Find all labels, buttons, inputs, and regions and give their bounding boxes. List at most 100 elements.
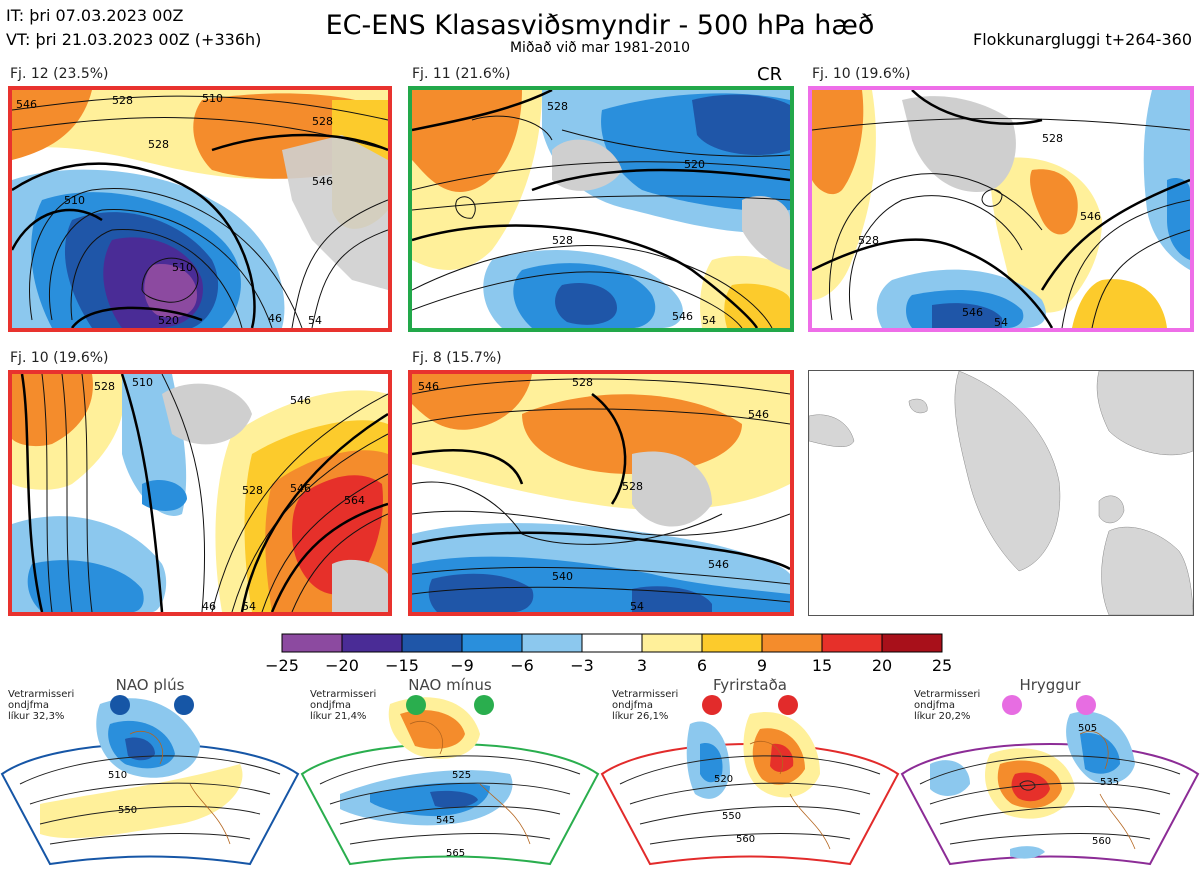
regime-marker <box>702 695 722 715</box>
regime-info: Vetrarmisseri ondjfma líkur 21,4% <box>310 689 377 722</box>
contour-label: 528 <box>1042 132 1063 145</box>
contour-label: 46 <box>268 312 282 325</box>
contour-label: 528 <box>572 376 593 389</box>
contour-label: 546 <box>418 380 439 393</box>
cluster-map-4: 528 510 528 546 564 546 54 46 <box>8 370 392 616</box>
regime-contour-label: 535 <box>1100 777 1119 788</box>
contour-label: 510 <box>64 194 85 207</box>
contour-label: 546 <box>290 482 311 495</box>
colorbar-cell <box>641 633 703 653</box>
cluster-map-5: 546 528 546 528 546 540 54 <box>408 370 794 616</box>
regime-marker <box>474 695 494 715</box>
colorbar-cell <box>461 633 523 653</box>
colorbar-tick-label: −25 <box>265 656 299 675</box>
regime-marker <box>174 695 194 715</box>
panel-label-4: Fj. 10 (19.6%) <box>10 350 109 366</box>
regime-contour-label: 560 <box>736 834 755 845</box>
contour-label: 528 <box>94 380 115 393</box>
contour-label: 564 <box>344 494 365 507</box>
regime-title: NAO plús <box>115 676 185 694</box>
regime-contour-label: 545 <box>436 815 455 826</box>
contour-label: 546 <box>290 394 311 407</box>
contour-label: 546 <box>16 98 37 111</box>
contour-label: 54 <box>308 314 322 327</box>
contour-label: 510 <box>132 376 153 389</box>
colorbar-tick-label: 15 <box>811 656 833 675</box>
contour-label: 528 <box>312 115 333 128</box>
colorbar-tick-label: 3 <box>636 656 648 675</box>
chart-title: EC-ENS Klasasviðsmyndir - 500 hPa hæð <box>325 10 875 41</box>
contour-label: 520 <box>684 158 705 171</box>
regime-blocking: 520 550 560 <box>600 674 900 871</box>
regime-contour-label: 560 <box>1092 836 1111 847</box>
contour-label: 510 <box>172 261 193 274</box>
regime-ridge: 505 535 560 <box>900 674 1200 871</box>
contour-label: 520 <box>158 314 179 327</box>
colorbar-tick-label: 9 <box>756 656 768 675</box>
colorbar-cell <box>761 633 823 653</box>
regime-marker <box>1076 695 1096 715</box>
regime-contour-label: 550 <box>722 811 741 822</box>
contour-label: 546 <box>962 306 983 319</box>
regime-marker <box>778 695 798 715</box>
colorbar <box>281 633 943 653</box>
regime-nao-minus: 525 545 565 <box>300 674 600 871</box>
colorbar-cell <box>881 633 943 653</box>
contour-label: 54 <box>994 316 1008 328</box>
cr-tag: CR <box>757 64 783 85</box>
valid-time: VT: þri 21.03.2023 00Z (+336h) <box>6 30 262 49</box>
contour-label: 546 <box>708 558 729 571</box>
colorbar-cell <box>521 633 583 653</box>
cluster-map-1: 546 528 510 528 546 510 510 528 520 46 5… <box>8 86 392 332</box>
colorbar-cell <box>701 633 763 653</box>
regime-title: Fyrirstaða <box>713 676 787 694</box>
colorbar-cell <box>401 633 463 653</box>
colorbar-tick-label: 20 <box>871 656 893 675</box>
colorbar-tick-label: 25 <box>931 656 953 675</box>
contour-label: 546 <box>312 175 333 188</box>
regime-marker <box>1002 695 1022 715</box>
panel-label-3: Fj. 10 (19.6%) <box>812 66 911 82</box>
regime-marker <box>110 695 130 715</box>
colorbar-tick-label: 6 <box>696 656 708 675</box>
regime-nao-plus: 510 550 <box>0 674 300 871</box>
contour-label: 528 <box>148 138 169 151</box>
contour-label: 528 <box>112 94 133 107</box>
cluster-map-2: 528 520 528 546 54 <box>408 86 794 332</box>
contour-label: 546 <box>748 408 769 421</box>
regime-marker <box>406 695 426 715</box>
regime-info: Vetrarmisseri ondjfma líkur 26,1% <box>612 689 679 722</box>
panel-label-5: Fj. 8 (15.7%) <box>412 350 502 366</box>
contour-label: 540 <box>552 570 573 583</box>
colorbar-tick-label: −6 <box>510 656 534 675</box>
colorbar-tick-label: −20 <box>325 656 359 675</box>
initial-time: IT: þri 07.03.2023 00Z <box>6 6 184 25</box>
regime-contour-label: 550 <box>118 805 137 816</box>
regime-info: Vetrarmisseri ondjfma líkur 32,3% <box>8 689 75 722</box>
panel-label-2: Fj. 11 (21.6%) <box>412 66 511 82</box>
panel-label-1: Fj. 12 (23.5%) <box>10 66 109 82</box>
colorbar-tick-label: −15 <box>385 656 419 675</box>
colorbar-cell <box>581 633 643 653</box>
contour-label: 54 <box>242 600 256 612</box>
contour-label: 510 <box>202 92 223 105</box>
contour-label: 46 <box>202 600 216 612</box>
contour-label: 528 <box>622 480 643 493</box>
cluster-window: Flokkunargluggi t+264-360 <box>973 30 1192 49</box>
contour-label: 54 <box>702 314 716 327</box>
colorbar-cell <box>281 633 343 653</box>
regime-info: Vetrarmisseri ondjfma líkur 20,2% <box>914 689 981 722</box>
empty-map-panel <box>808 370 1194 616</box>
contour-label: 528 <box>552 234 573 247</box>
regime-contour-label: 520 <box>714 774 733 785</box>
cluster-map-3: 528 528 546 546 54 <box>808 86 1194 332</box>
regime-contour-label: 525 <box>452 770 471 781</box>
contour-label: 528 <box>858 234 879 247</box>
contour-label: 54 <box>630 600 644 612</box>
colorbar-tick-label: −9 <box>450 656 474 675</box>
contour-label: 528 <box>242 484 263 497</box>
chart-subtitle: Miðað við mar 1981-2010 <box>509 40 691 56</box>
regime-title: Hryggur <box>1019 676 1081 694</box>
colorbar-cell <box>821 633 883 653</box>
regime-contour-label: 565 <box>446 848 465 859</box>
